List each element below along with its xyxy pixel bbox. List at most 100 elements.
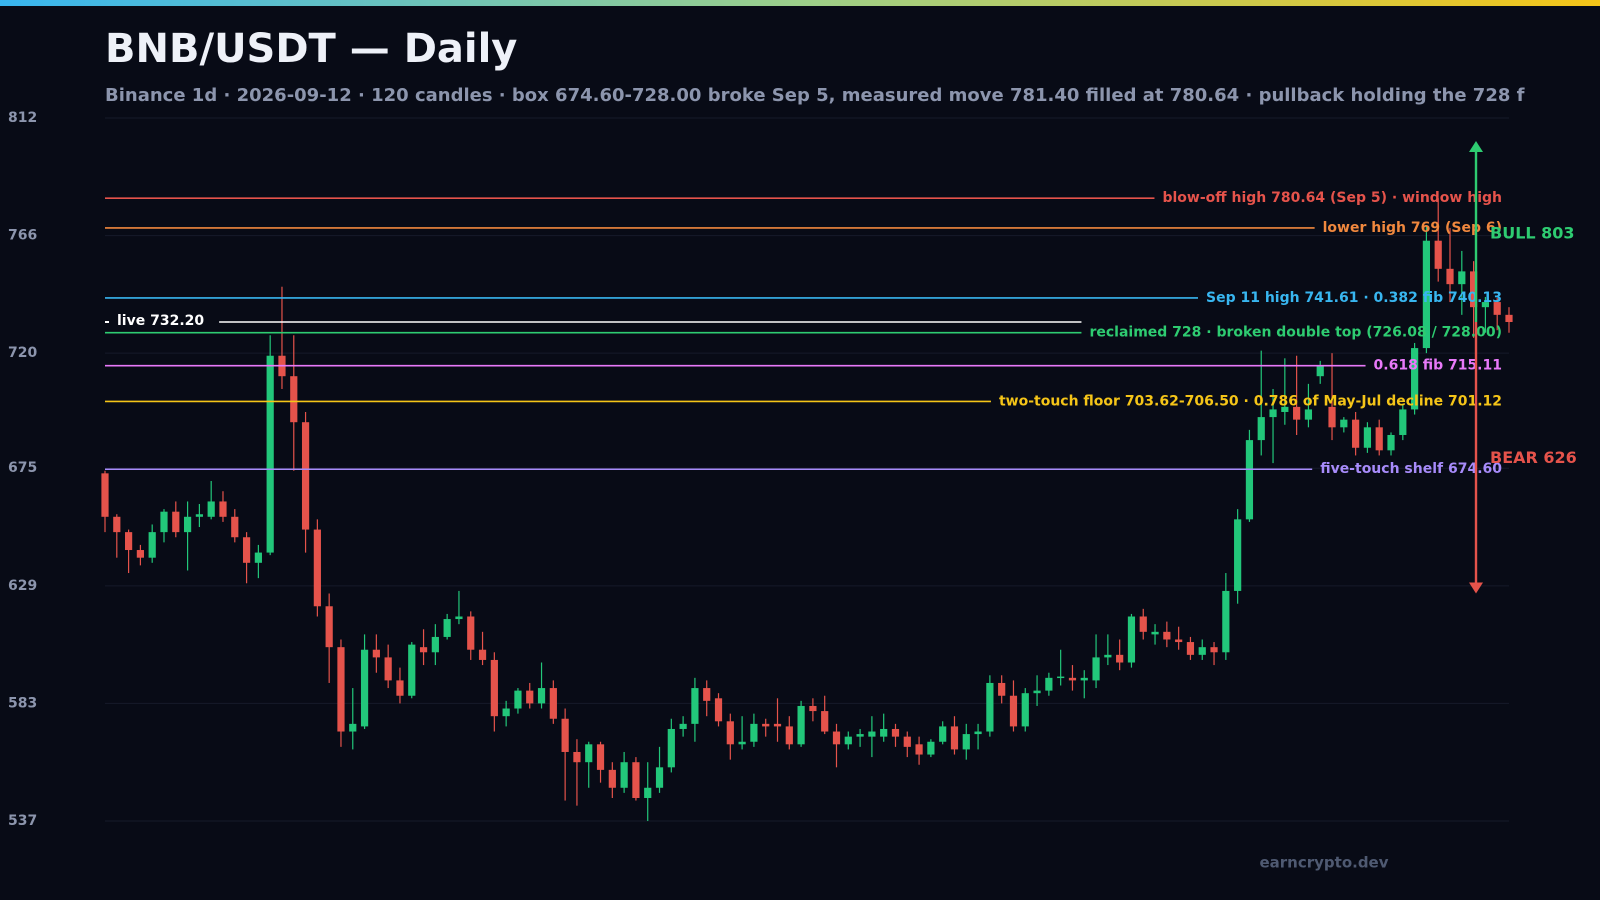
candle-body — [349, 723, 357, 732]
candle-body — [986, 682, 994, 732]
candle-body — [1222, 590, 1230, 653]
candle-body — [679, 723, 687, 729]
candle-body — [1057, 676, 1065, 679]
candle-body — [478, 649, 487, 660]
candle-body — [325, 606, 333, 648]
candle-body — [360, 649, 369, 727]
candle-body — [1151, 631, 1159, 635]
chart-subtitle: Binance 1d · 2026-09-12 · 120 candles · … — [105, 85, 1525, 106]
y-tick-label: 812 — [8, 110, 37, 126]
candle-body — [1080, 677, 1088, 681]
live-label: live 732.20 — [117, 313, 204, 329]
candle-body — [549, 688, 557, 719]
candle-body — [1045, 677, 1053, 691]
candle-body — [124, 532, 133, 551]
candle-body — [762, 723, 770, 727]
candle-body — [1068, 677, 1077, 681]
candle-body — [1411, 348, 1419, 410]
candle-body — [502, 708, 510, 717]
candle-body — [573, 751, 581, 763]
candle-body — [1281, 406, 1289, 412]
candle-body — [644, 787, 652, 798]
candle-body — [313, 529, 321, 607]
candle-body — [655, 767, 664, 788]
candle-body — [1116, 654, 1124, 663]
candle-body — [254, 552, 262, 563]
candle-body — [490, 659, 498, 717]
candle-body — [384, 657, 392, 681]
candle-body — [891, 728, 900, 737]
candle-body — [1127, 616, 1136, 663]
candle-body — [939, 726, 947, 742]
candle-body — [231, 516, 239, 538]
candle-body — [821, 711, 829, 732]
candle-body — [526, 690, 534, 704]
candle-body — [101, 473, 109, 517]
candle-body — [1399, 409, 1407, 435]
candle-body — [396, 680, 404, 696]
candle-body — [136, 550, 144, 558]
candle-body — [1505, 314, 1513, 322]
candle-body — [455, 616, 463, 620]
level-label: lower high 769 (Sep 6) — [1323, 220, 1502, 236]
candle-body — [832, 731, 841, 745]
candle-body — [974, 731, 982, 735]
candle-body — [561, 718, 569, 752]
candle-body — [726, 721, 734, 745]
candle-body — [148, 532, 156, 558]
candle-body — [868, 731, 876, 737]
candle-body — [880, 728, 888, 737]
candle-body — [160, 511, 168, 533]
candle-body — [1422, 240, 1431, 349]
candle-body — [1316, 365, 1324, 377]
candle-body — [1446, 268, 1454, 285]
candle-body — [962, 734, 970, 750]
candle-body — [1245, 440, 1254, 520]
candle-body — [337, 647, 345, 732]
watermark: earncrypto.dev — [1259, 854, 1388, 872]
y-tick-label: 537 — [8, 813, 37, 829]
candle-body — [419, 647, 428, 653]
candle-body — [691, 688, 699, 724]
candle-body — [703, 688, 711, 701]
candle-body — [1269, 409, 1277, 418]
candle-body — [785, 726, 793, 745]
candle-body — [172, 511, 180, 533]
candle-body — [207, 501, 215, 517]
target-label: BEAR 626 — [1490, 448, 1577, 467]
chart-title: BNB/USDT — Daily — [105, 26, 517, 72]
candle-body — [1163, 631, 1171, 640]
candle-body — [1363, 427, 1372, 448]
candle-body — [431, 636, 439, 653]
candle-body — [620, 762, 628, 788]
candle-body — [183, 516, 192, 533]
candle-body — [1033, 690, 1041, 694]
candle-body — [596, 744, 605, 770]
target-value: 803 — [1541, 223, 1574, 242]
y-tick-label: 583 — [8, 695, 37, 711]
candle-body — [1198, 647, 1206, 655]
candle-body — [1009, 695, 1018, 727]
candle-body — [195, 514, 203, 517]
candle-body — [608, 769, 616, 788]
candle-body — [856, 734, 864, 737]
target-arrowhead — [1469, 582, 1483, 594]
target-arrowhead — [1469, 141, 1483, 153]
target-value: 626 — [1543, 448, 1576, 467]
y-tick-label: 629 — [8, 578, 37, 594]
candle-body — [585, 744, 593, 763]
level-label: two-touch floor 703.62-706.50 · 0.786 of… — [999, 393, 1502, 409]
candle-body — [750, 723, 758, 742]
candle-body — [1104, 654, 1112, 658]
candle-body — [1352, 419, 1360, 448]
candle-body — [998, 682, 1006, 696]
candle-body — [242, 537, 251, 563]
candle-body — [1387, 434, 1395, 451]
candle-body — [1328, 406, 1336, 428]
candle-body — [1021, 693, 1029, 727]
target-name: BEAR — [1490, 448, 1538, 467]
level-label: 0.618 fib 715.11 — [1374, 358, 1502, 374]
candle-body — [915, 744, 923, 755]
candle-body — [537, 688, 546, 704]
